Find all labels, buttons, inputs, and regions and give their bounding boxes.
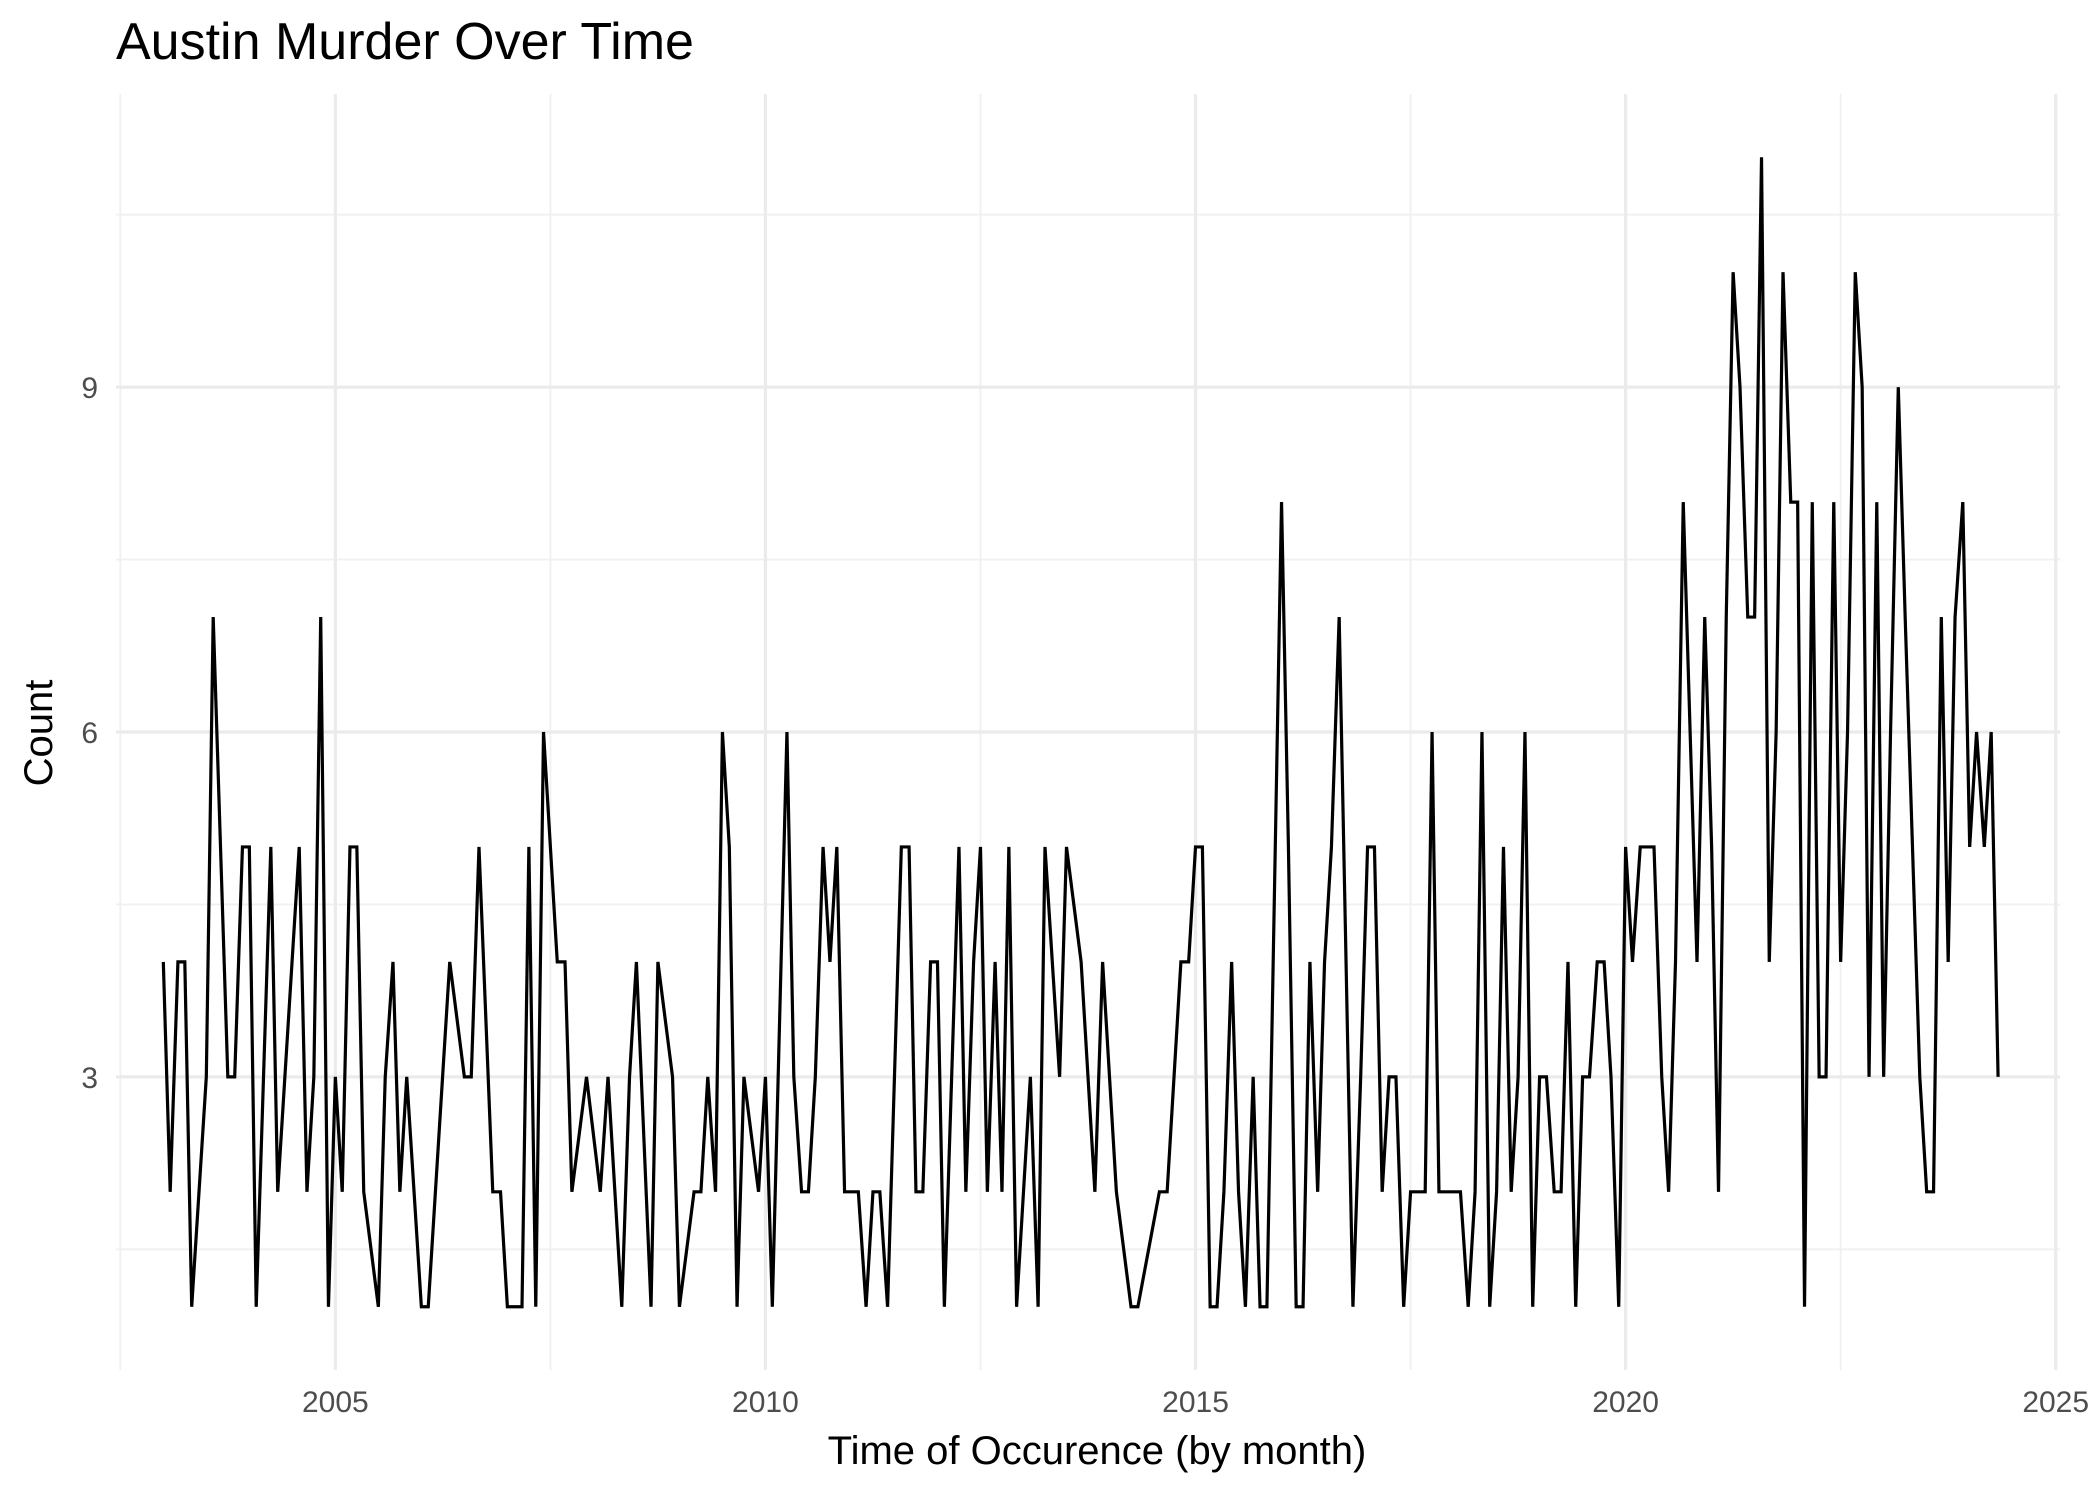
y-tick-label: 6: [81, 717, 98, 750]
series-layer: [161, 157, 2000, 1309]
x-axis-tick-labels: 2005 2010 2015 2020 2025: [302, 1386, 2089, 1419]
x-axis-label: Time of Occurence (by month): [828, 1429, 1367, 1473]
y-tick-label: 3: [81, 1062, 98, 1095]
y-axis-tick-labels: 3 6 9: [81, 372, 98, 1095]
x-tick-label: 2005: [302, 1386, 369, 1419]
x-tick-label: 2015: [1162, 1386, 1229, 1419]
series-line-0: [161, 157, 2000, 1309]
x-tick-label: 2025: [2022, 1386, 2089, 1419]
y-axis-label: Count: [17, 680, 61, 787]
y-tick-label: 9: [81, 372, 98, 405]
x-tick-label: 2010: [732, 1386, 799, 1419]
chart-title: Austin Murder Over Time: [116, 13, 694, 71]
x-tick-label: 2020: [1592, 1386, 1659, 1419]
